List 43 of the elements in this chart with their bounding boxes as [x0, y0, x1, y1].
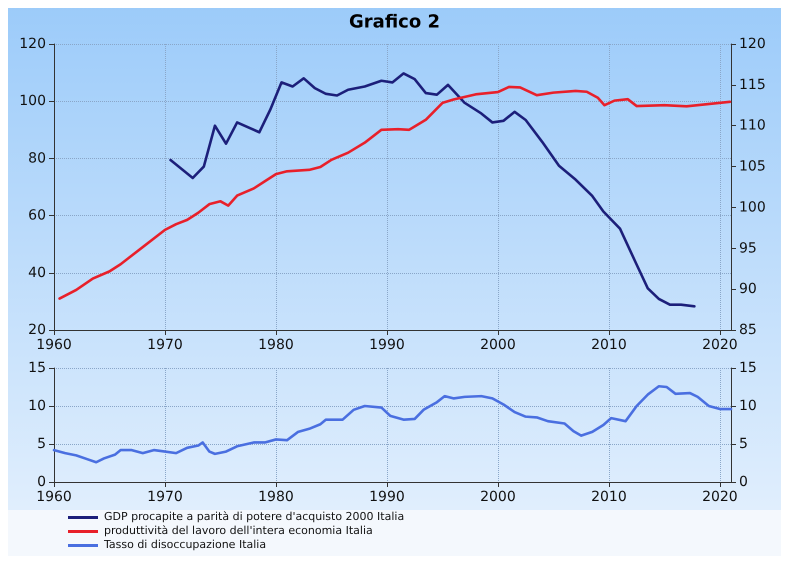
y2-tick-label: 10 — [739, 398, 757, 414]
legend-label: GDP procapite a parità di potere d'acquisto 2000 Italia — [104, 510, 404, 524]
y2-tick-label: 120 — [739, 36, 766, 52]
y2-tick-label: 110 — [739, 118, 766, 134]
y2-tick-label: 95 — [739, 240, 757, 256]
x-tick-label: 2000 — [480, 489, 516, 505]
y2-tick-label: 85 — [739, 322, 757, 338]
x-tick-label: 1980 — [258, 337, 294, 353]
x-tick-label: 2010 — [591, 489, 627, 505]
x-tick-label: 1990 — [369, 337, 405, 353]
y-tick-label: 10 — [28, 398, 46, 414]
x-tick-label: 1980 — [258, 489, 294, 505]
y-tick-label: 40 — [28, 264, 46, 281]
y-tick-label: 20 — [28, 322, 46, 338]
y-tick-label: 120 — [19, 36, 46, 52]
y2-tick-label: 5 — [739, 436, 748, 452]
x-tick-label: 1970 — [147, 489, 183, 505]
y2-tick-label: 100 — [739, 199, 766, 216]
y-tick-label: 80 — [28, 150, 46, 166]
line-series — [52, 384, 732, 464]
x-tick-label: 2010 — [591, 337, 627, 353]
line-series — [169, 72, 696, 308]
y2-tick-label: 15 — [739, 360, 757, 376]
x-tick-label: 1970 — [147, 337, 183, 353]
legend-label: Tasso di disoccupazione Italia — [104, 538, 266, 552]
chart-title: Grafico 2 — [349, 12, 440, 32]
x-tick-label: 1960 — [36, 489, 72, 505]
y2-tick-label: 0 — [739, 474, 748, 490]
line-series — [58, 86, 732, 300]
y-tick-label: 100 — [19, 93, 46, 110]
x-tick-label: 2000 — [480, 337, 516, 353]
x-tick-label: 1990 — [369, 489, 405, 505]
y2-tick-label: 115 — [739, 76, 766, 93]
y2-tick-label: 90 — [739, 281, 757, 298]
y-tick-label: 15 — [28, 360, 46, 376]
x-tick-label: 2020 — [702, 337, 738, 353]
legend-label: produttività del lavoro dell'intera economia Italia — [104, 524, 373, 538]
y2-tick-label: 105 — [739, 158, 766, 175]
y-tick-label: 60 — [28, 208, 46, 224]
y-tick-label: 5 — [37, 436, 46, 452]
x-tick-label: 2020 — [702, 489, 738, 505]
x-tick-label: 1960 — [36, 337, 72, 353]
y-tick-label: 0 — [37, 474, 46, 490]
